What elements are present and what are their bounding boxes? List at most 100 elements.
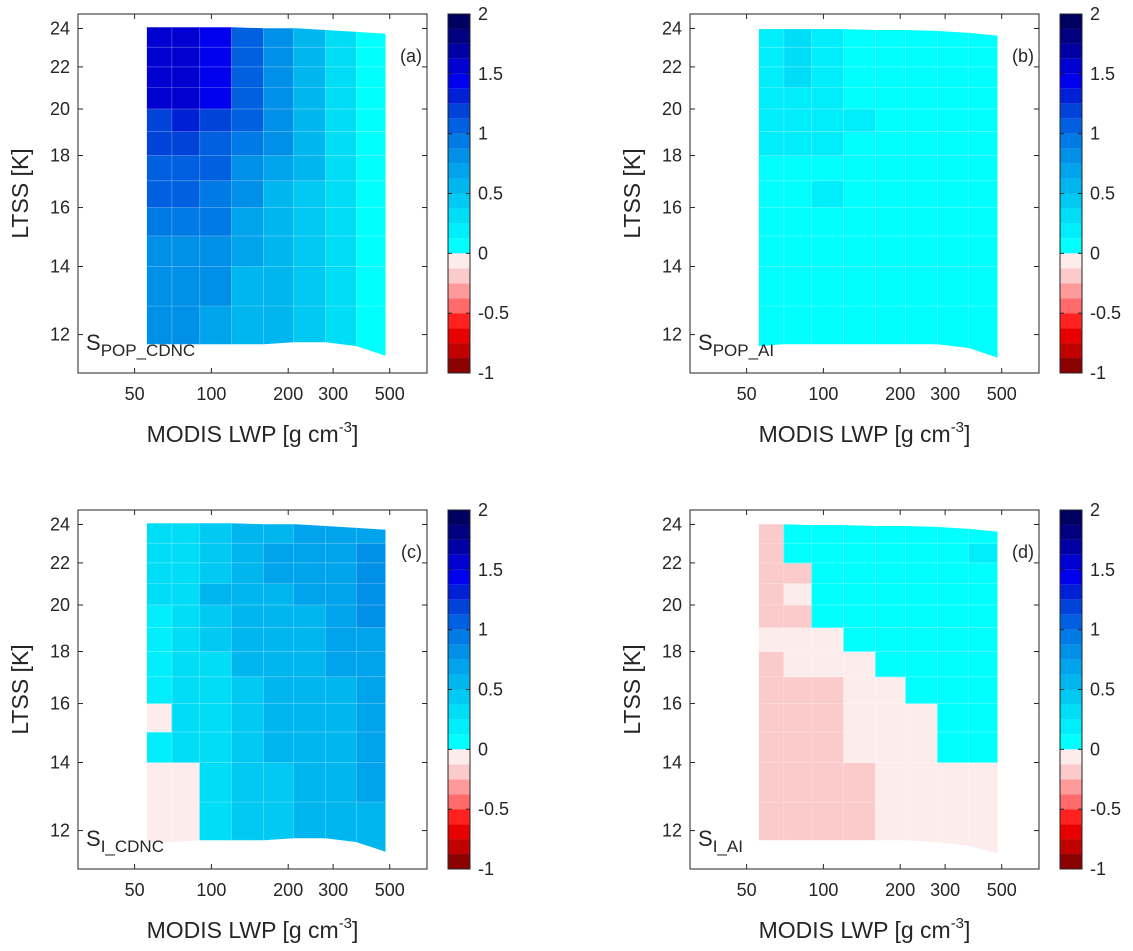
colorbar-segment	[1060, 719, 1082, 735]
heatmap-cell	[968, 66, 998, 88]
x-tick-label: 200	[885, 880, 915, 900]
heatmap-cell	[783, 108, 813, 132]
x-tick-label: 500	[375, 384, 405, 404]
heatmap-cell	[231, 627, 264, 652]
y-tick-label: 20	[662, 99, 682, 119]
heatmap-cell	[231, 523, 264, 544]
heatmap-cell	[171, 731, 200, 763]
x-tick-label: 50	[125, 384, 145, 404]
heatmap-cells	[758, 29, 998, 358]
y-tick-label: 16	[662, 198, 682, 218]
colorbar-segment	[1060, 238, 1082, 254]
colorbar-segment	[1060, 133, 1082, 149]
heatmap-cell	[356, 66, 386, 88]
colorbar-segment	[1060, 88, 1082, 104]
heatmap-cell	[783, 583, 813, 606]
heatmap-cell	[325, 155, 357, 182]
heatmap-cell	[199, 108, 232, 132]
heatmap-cell	[905, 235, 938, 267]
colorbar-segment	[1060, 148, 1082, 164]
heatmap-cell	[171, 266, 200, 307]
heatmap-cell	[783, 524, 813, 544]
heatmap-cell	[875, 676, 906, 704]
heatmap-cell	[937, 676, 969, 704]
x-axis-label-exponent: -3	[339, 419, 352, 436]
heatmap-cell	[293, 542, 326, 564]
colorbar-segment	[448, 28, 470, 44]
heatmap-cell	[783, 155, 813, 182]
colorbar-segment	[1060, 298, 1082, 314]
heatmap-cell	[811, 801, 844, 841]
heatmap-cell	[146, 27, 173, 48]
heatmap-cell	[968, 604, 998, 628]
y-tick-label: 24	[50, 514, 70, 534]
heatmap-cell	[968, 131, 998, 156]
colorbar-tick-label: 0.5	[1090, 680, 1115, 700]
heatmap-cell	[843, 235, 876, 267]
heatmap-cell	[968, 108, 998, 132]
heatmap-cell	[905, 583, 938, 606]
heatmap-cell	[905, 305, 938, 345]
colorbar-segment	[1060, 779, 1082, 795]
heatmap-cell	[171, 562, 200, 584]
heatmap-cell	[231, 801, 264, 841]
heatmap-cell	[843, 180, 876, 208]
heatmap-cell	[937, 207, 969, 237]
colorbar-segment	[448, 704, 470, 720]
heatmap-cell	[811, 703, 844, 733]
colorbar-segment	[448, 253, 470, 269]
heatmap-cell	[937, 108, 969, 132]
colorbar-segment	[1060, 73, 1082, 89]
y-tick-label: 16	[50, 198, 70, 218]
heatmap-cell	[758, 703, 785, 733]
heatmap-cell	[875, 235, 906, 267]
heatmap-cell	[171, 762, 200, 803]
x-tick-label: 300	[930, 384, 960, 404]
colorbar-segment	[1060, 103, 1082, 119]
quantity-label-symbol: S	[86, 330, 101, 355]
heatmap-cell	[171, 207, 200, 237]
y-axis-label: LTSS [K]	[7, 644, 33, 734]
panel-letter: (a)	[400, 46, 422, 66]
colorbar-segment	[1060, 163, 1082, 179]
heatmap-cell	[937, 155, 969, 182]
heatmap-cell	[325, 762, 357, 803]
heatmap-cell	[231, 155, 264, 182]
colorbar-segment	[448, 14, 470, 29]
heatmap-cell	[293, 604, 326, 628]
x-tick-label: 200	[885, 384, 915, 404]
colorbar-segment	[448, 193, 470, 209]
heatmap-cell	[146, 801, 173, 843]
heatmap-cell	[199, 27, 232, 48]
heatmap-cell	[293, 562, 326, 584]
heatmap-cell	[231, 604, 264, 628]
heatmap-cell	[199, 731, 232, 763]
heatmap-cell	[783, 131, 813, 156]
heatmap-cell	[293, 801, 326, 839]
colorbar: 2 1.5 1 0.5 0 -0.5 -1	[447, 500, 509, 879]
heatmap-cell	[325, 651, 357, 678]
colorbar-segment	[1060, 704, 1082, 720]
heatmap-cell	[783, 604, 813, 628]
heatmap-cell	[356, 131, 386, 156]
heatmap-cell	[356, 235, 386, 267]
heatmap-cell	[758, 627, 785, 652]
colorbar-segment	[448, 148, 470, 164]
colorbar: 2 1.5 1 0.5 0 -0.5 -1	[1059, 4, 1121, 383]
heatmap-cell	[325, 207, 357, 237]
heatmap-cell	[811, 46, 844, 68]
heatmap-cell	[325, 542, 357, 564]
heatmap-cell	[783, 46, 813, 68]
colorbar-tick-label: 0	[478, 243, 488, 263]
colorbar-tick-label: -0.5	[1090, 303, 1121, 323]
colorbar-segment	[448, 599, 470, 615]
heatmap-cell	[843, 762, 876, 803]
heatmap-cell	[146, 155, 173, 182]
heatmap-cell	[783, 562, 813, 584]
heatmap-cell	[783, 207, 813, 237]
heatmap-cell	[293, 46, 326, 68]
heatmap-cell	[843, 46, 876, 68]
colorbar-tick-label: -1	[478, 859, 494, 879]
axes-frame	[689, 13, 1040, 374]
